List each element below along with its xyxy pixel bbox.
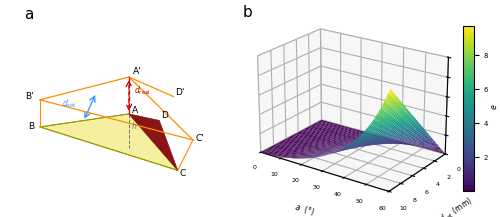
Text: C: C	[180, 169, 186, 178]
Text: A: A	[132, 106, 138, 115]
Text: C': C'	[195, 134, 204, 143]
Text: $d_\mathrm{real}$: $d_\mathrm{real}$	[134, 84, 151, 97]
Text: a: a	[24, 7, 33, 21]
Text: b: b	[242, 5, 252, 20]
Y-axis label: $d_\mathrm{set}$ (mm): $d_\mathrm{set}$ (mm)	[436, 195, 475, 217]
Text: $d_\mathrm{set}$: $d_\mathrm{set}$	[62, 98, 76, 110]
X-axis label: $a$  (°): $a$ (°)	[293, 200, 316, 217]
Polygon shape	[129, 114, 178, 170]
Polygon shape	[40, 114, 177, 170]
Text: A': A'	[134, 67, 142, 76]
Text: D: D	[162, 111, 168, 120]
Text: B': B'	[25, 92, 34, 101]
Text: D': D'	[176, 89, 185, 97]
Text: $h$: $h$	[131, 120, 138, 131]
Text: B: B	[28, 122, 34, 131]
